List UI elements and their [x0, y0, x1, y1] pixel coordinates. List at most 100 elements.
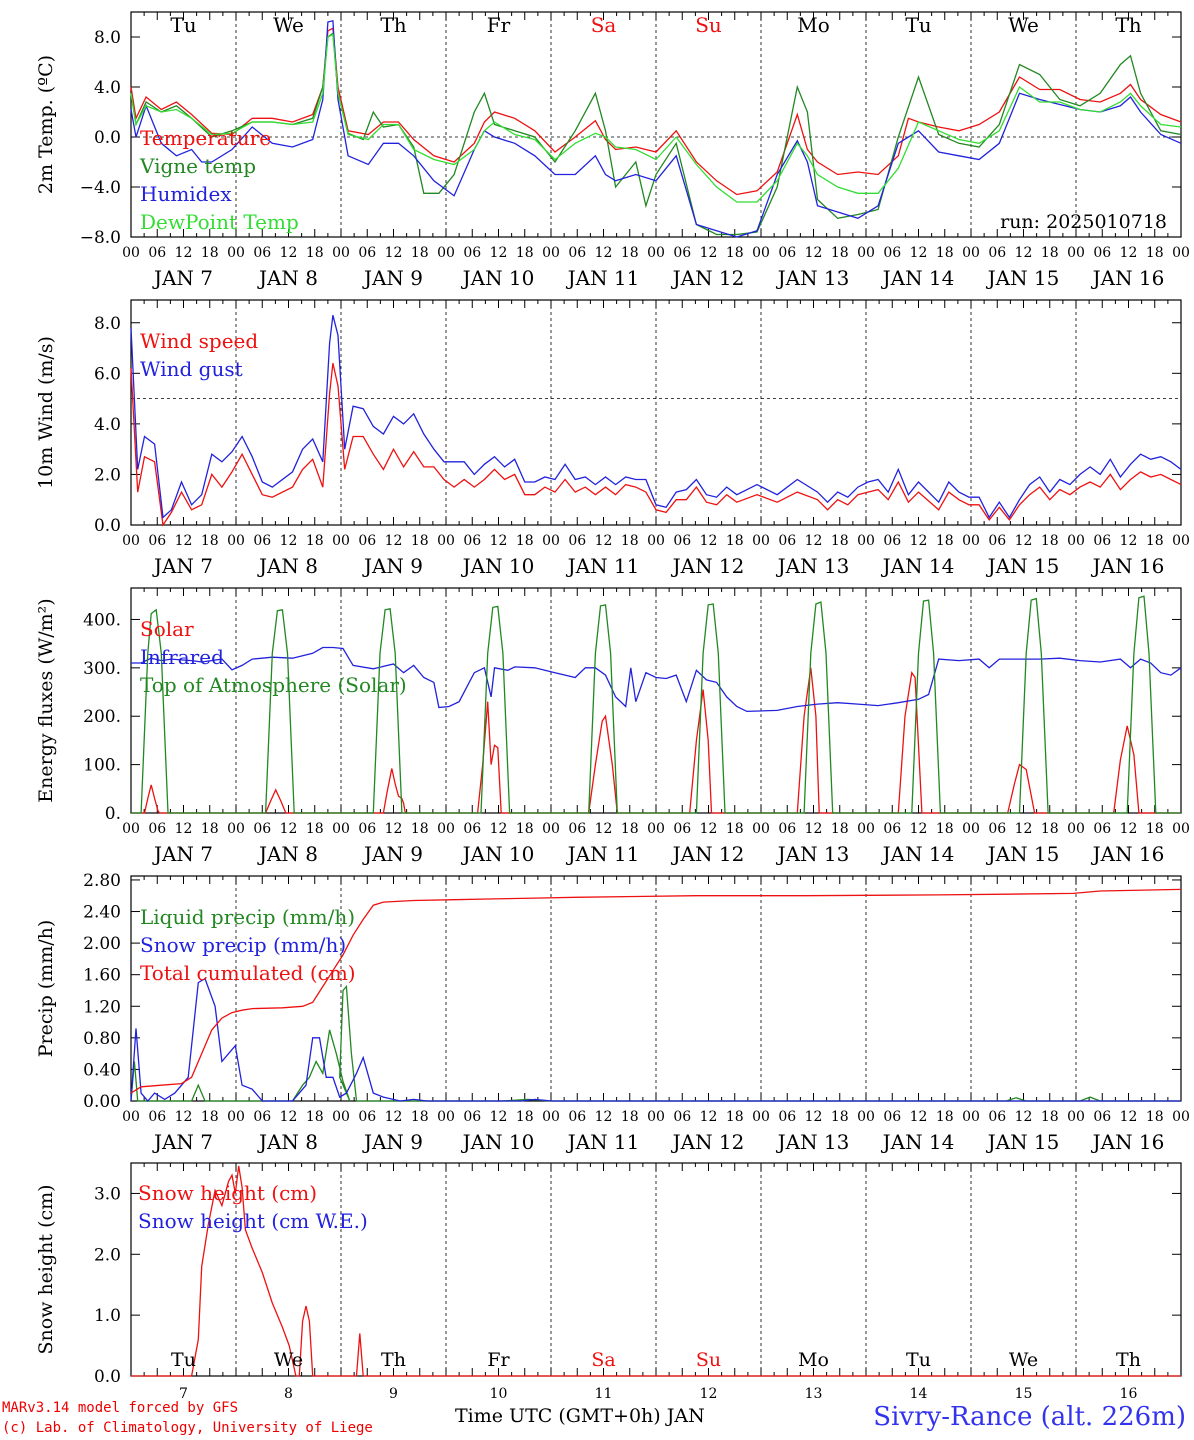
- day-number-label: 9: [389, 1386, 398, 1402]
- hour-tick-label: 18: [411, 533, 429, 549]
- day-date-label: JAN 7: [152, 1130, 213, 1154]
- hour-tick-label: 06: [673, 821, 691, 837]
- hour-tick-label: 18: [726, 533, 744, 549]
- day-date-label: JAN 10: [461, 554, 535, 578]
- y-tick-label: 200.: [83, 707, 121, 727]
- hour-tick-label: 00: [752, 1109, 770, 1125]
- series-line-dewpoint-temp: [130, 33, 1182, 203]
- hour-tick-label: 12: [175, 533, 193, 549]
- hour-tick-label: 00: [647, 245, 665, 261]
- legend-entry: DewPoint Temp: [140, 210, 299, 234]
- hour-tick-label: 06: [358, 533, 376, 549]
- hour-tick-label: 00: [332, 533, 350, 549]
- y-tick-label: 0.: [105, 804, 121, 824]
- day-number-label: 15: [1015, 1386, 1033, 1402]
- hour-tick-label: 18: [936, 245, 954, 261]
- series-line-vigne-temp: [130, 32, 1182, 236]
- hour-tick-label: 18: [411, 245, 429, 261]
- legend-entry: Temperature: [140, 126, 271, 150]
- hour-tick-label: 12: [385, 821, 403, 837]
- y-axis-label: 10m Wind (m/s): [35, 336, 57, 489]
- hour-tick-label: 18: [516, 1109, 534, 1125]
- hour-tick-label: 18: [936, 821, 954, 837]
- panel-wind: 0.0 2.0 4.0 6.0 8.0 10m Wind (m/s) 00 06 12 18 00 0…: [35, 299, 1190, 578]
- hour-tick-label: 12: [490, 245, 508, 261]
- hour-tick-label: 18: [306, 533, 324, 549]
- y-axis-label: Energy fluxes (W/m²): [35, 598, 57, 802]
- day-of-week-label: Sa: [591, 13, 617, 37]
- day-date-label: JAN 12: [671, 554, 745, 578]
- hour-tick-label: 12: [805, 1109, 823, 1125]
- day-of-week-label: Tu: [906, 1349, 931, 1371]
- hour-tick-label: 18: [201, 1109, 219, 1125]
- legend-entry: Solar: [140, 617, 194, 641]
- legend-entry: Snow precip (mm/h): [140, 933, 346, 957]
- day-of-week-label: Su: [695, 13, 722, 37]
- legend-entry: Total cumulated (cm): [140, 961, 356, 985]
- y-tick-label: 1.60: [83, 966, 121, 986]
- hour-tick-label: 12: [910, 1109, 928, 1125]
- day-of-week-label: Sa: [591, 1349, 615, 1371]
- day-date-label: JAN 13: [776, 266, 850, 290]
- hour-tick-label: 12: [490, 533, 508, 549]
- y-tick-label: 2.80: [83, 871, 121, 891]
- hour-tick-label: 00: [962, 533, 980, 549]
- hour-tick-label: 18: [621, 821, 639, 837]
- plot-frame: [130, 299, 1182, 526]
- series-line-humidex: [130, 19, 1182, 238]
- hour-tick-label: 18: [831, 533, 849, 549]
- hour-tick-label: 18: [831, 1109, 849, 1125]
- day-of-week-label: Th: [381, 1349, 406, 1371]
- hour-tick-label: 06: [253, 533, 271, 549]
- hour-tick-label: 06: [1093, 533, 1111, 549]
- hour-tick-label: 18: [936, 533, 954, 549]
- hour-tick-label: 00: [857, 533, 875, 549]
- hour-tick-label: 12: [1015, 1109, 1033, 1125]
- day-number-label: 7: [179, 1386, 188, 1402]
- day-of-week-label: Th: [380, 13, 406, 37]
- hour-tick-label: 18: [621, 1109, 639, 1125]
- hour-tick-label: 12: [1015, 245, 1033, 261]
- hour-tick-label: 18: [621, 245, 639, 261]
- day-date-label: JAN 9: [362, 1130, 423, 1154]
- hour-tick-label: 00: [1172, 245, 1190, 261]
- hour-tick-label: 12: [700, 1109, 718, 1125]
- hour-tick-label: 06: [148, 533, 166, 549]
- legend-entry: Wind gust: [140, 357, 243, 381]
- hour-tick-label: 06: [988, 245, 1006, 261]
- hour-tick-label: 06: [988, 821, 1006, 837]
- hour-tick-label: 00: [1067, 245, 1085, 261]
- day-date-label: JAN 10: [461, 842, 535, 866]
- y-tick-label: 0.00: [83, 1092, 121, 1112]
- hour-tick-label: 06: [673, 1109, 691, 1125]
- hour-tick-label: 00: [1172, 1109, 1190, 1125]
- day-of-week-label: Su: [696, 1349, 721, 1371]
- hour-tick-label: 12: [805, 821, 823, 837]
- hour-tick-label: 00: [332, 1109, 350, 1125]
- day-date-label: JAN 16: [1091, 1130, 1165, 1154]
- hour-tick-label: 06: [568, 821, 586, 837]
- hour-tick-label: 12: [595, 245, 613, 261]
- day-date-label: JAN 12: [671, 266, 745, 290]
- hour-tick-label: 00: [1067, 533, 1085, 549]
- run-annotation: run: 2025010718: [1000, 211, 1167, 233]
- panel-precip: 0.00 0.40 0.80 1.20 1.60 2.00 2.40 2.80 Precip (…: [35, 871, 1190, 1154]
- hour-tick-label: 06: [778, 821, 796, 837]
- hour-tick-label: 12: [1015, 821, 1033, 837]
- lab-credit-text: (c) Lab. of Climatology, University of L…: [2, 1420, 373, 1436]
- legend-entry: Top of Atmosphere (Solar): [140, 673, 407, 697]
- day-date-label: JAN 10: [461, 266, 535, 290]
- day-date-label: JAN 8: [257, 1130, 318, 1154]
- hour-tick-label: 06: [463, 1109, 481, 1125]
- day-date-label: JAN 12: [671, 842, 745, 866]
- hour-tick-label: 18: [1041, 821, 1059, 837]
- hour-tick-label: 06: [463, 533, 481, 549]
- y-tick-label: 2.40: [83, 903, 121, 923]
- day-date-label: JAN 14: [881, 266, 955, 290]
- day-of-week-label: Mo: [798, 1349, 829, 1371]
- legend-entry: Snow height (cm): [138, 1181, 317, 1205]
- hour-tick-label: 06: [358, 1109, 376, 1125]
- series-line-top-of-atmosphere-solar-: [131, 595, 1181, 814]
- y-tick-label: 8.0: [94, 28, 121, 48]
- hour-tick-label: 00: [227, 1109, 245, 1125]
